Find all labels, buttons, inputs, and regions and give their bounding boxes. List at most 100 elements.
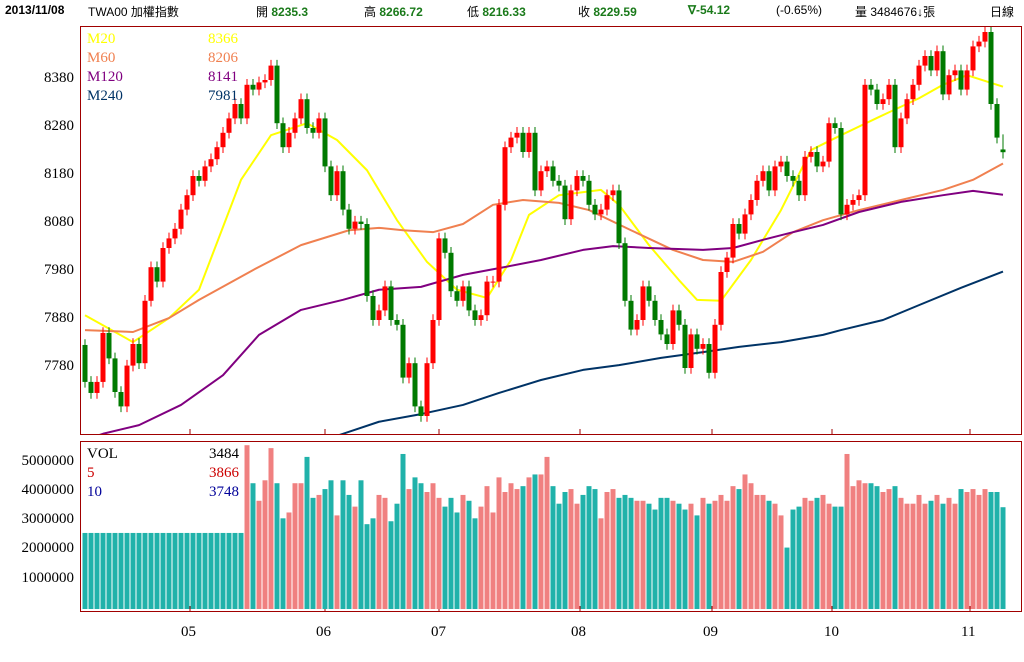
volume-bar	[352, 506, 358, 609]
candle-down	[706, 344, 712, 373]
volume-bar	[466, 500, 472, 609]
candle-up	[286, 132, 292, 148]
legend-m20-value: 8366	[208, 31, 238, 47]
volume-bars	[82, 445, 1006, 609]
candle-up	[166, 238, 172, 248]
volume-value: 3484676↓張	[870, 5, 936, 19]
candle-up	[424, 363, 430, 416]
legend-m60-name: M60	[87, 50, 116, 66]
volume-bar	[412, 477, 418, 609]
volume-bar	[904, 503, 910, 609]
volume-bar	[622, 494, 628, 609]
candle-down	[520, 132, 526, 152]
volume-bar	[898, 497, 904, 609]
candle-up	[970, 46, 976, 71]
candle-down	[658, 320, 664, 335]
volume-bar	[196, 532, 202, 609]
candle-up	[406, 363, 412, 378]
price-tick-label: 7980	[44, 262, 74, 278]
candle-up	[178, 209, 184, 229]
volume-bar	[136, 532, 142, 609]
volume-bar	[238, 532, 244, 609]
candle-down	[328, 166, 334, 196]
volume-panel-frame	[80, 441, 1022, 612]
volume-bar	[418, 483, 424, 609]
volume-bar	[394, 503, 400, 609]
candle-up	[946, 75, 952, 95]
open-label: 開	[256, 5, 269, 19]
candle-up	[808, 152, 814, 157]
candle-down	[466, 286, 472, 311]
candle-up	[760, 171, 766, 181]
volume-bar	[316, 494, 322, 609]
volume-bar	[100, 532, 106, 609]
volume-bar	[544, 456, 550, 609]
candle-down	[106, 332, 112, 359]
candle-down	[310, 128, 316, 133]
candle-down	[112, 358, 118, 392]
candle-down	[394, 320, 400, 325]
candle-up	[844, 204, 850, 215]
legend-vol-value: 3484	[209, 446, 239, 462]
candle-up	[934, 51, 940, 71]
low-label: 低	[467, 5, 480, 19]
volume-bar	[130, 532, 136, 609]
volume-bar	[868, 483, 874, 609]
candle-up	[952, 70, 958, 76]
volume-bar	[484, 486, 490, 609]
candle-up	[376, 310, 382, 320]
candle-down	[652, 300, 658, 320]
volume-bar	[310, 497, 316, 609]
volume-bar	[172, 532, 178, 609]
month-label: 06	[316, 624, 331, 640]
volume-bar	[148, 532, 154, 609]
volume-bar	[964, 492, 970, 609]
volume-bar	[784, 547, 790, 609]
volume-bar	[112, 532, 118, 609]
month-label: 10	[824, 624, 839, 640]
candle-up	[976, 41, 982, 47]
candle-up	[478, 315, 484, 320]
candle-up	[598, 209, 604, 215]
candle-down	[616, 190, 622, 244]
symbol-name: TWA00 加權指數	[88, 5, 179, 19]
volume-bar	[988, 492, 994, 609]
candle-down	[454, 291, 460, 301]
volume-bar	[232, 532, 238, 609]
volume-bar	[748, 483, 754, 609]
volume-bar	[940, 503, 946, 609]
volume-bar	[928, 500, 934, 609]
candle-down	[280, 123, 286, 148]
candle-down	[370, 296, 376, 320]
candle-down	[250, 84, 256, 90]
volume-bar	[592, 489, 598, 609]
candle-up	[352, 221, 358, 229]
candle-up	[256, 82, 262, 90]
candle-down	[784, 161, 790, 176]
volume-bar	[802, 497, 808, 609]
volume-bar	[820, 494, 826, 609]
volume-bar	[664, 497, 670, 609]
price-tick-label: 8080	[44, 214, 74, 230]
month-label: 09	[703, 624, 718, 640]
volume-bar	[424, 492, 430, 609]
candle-up	[688, 334, 694, 368]
candle-down	[874, 89, 880, 104]
candle-up	[496, 204, 502, 282]
candle-up	[904, 99, 910, 119]
volume-bar	[82, 532, 88, 609]
volume-bar	[274, 483, 280, 609]
volume-bar	[586, 486, 592, 609]
volume-bar	[322, 489, 328, 609]
candle-up	[514, 132, 520, 138]
period-label[interactable]: 日線	[990, 5, 1015, 19]
legend-m240-value: 7981	[208, 88, 238, 104]
candle-down	[304, 99, 310, 128]
volume-bar	[610, 489, 616, 609]
candle-up	[544, 166, 550, 172]
candle-up	[244, 84, 250, 119]
volume-bar	[454, 512, 460, 609]
candle-up	[160, 248, 166, 282]
volume-bar	[718, 494, 724, 609]
candle-up	[574, 176, 580, 191]
